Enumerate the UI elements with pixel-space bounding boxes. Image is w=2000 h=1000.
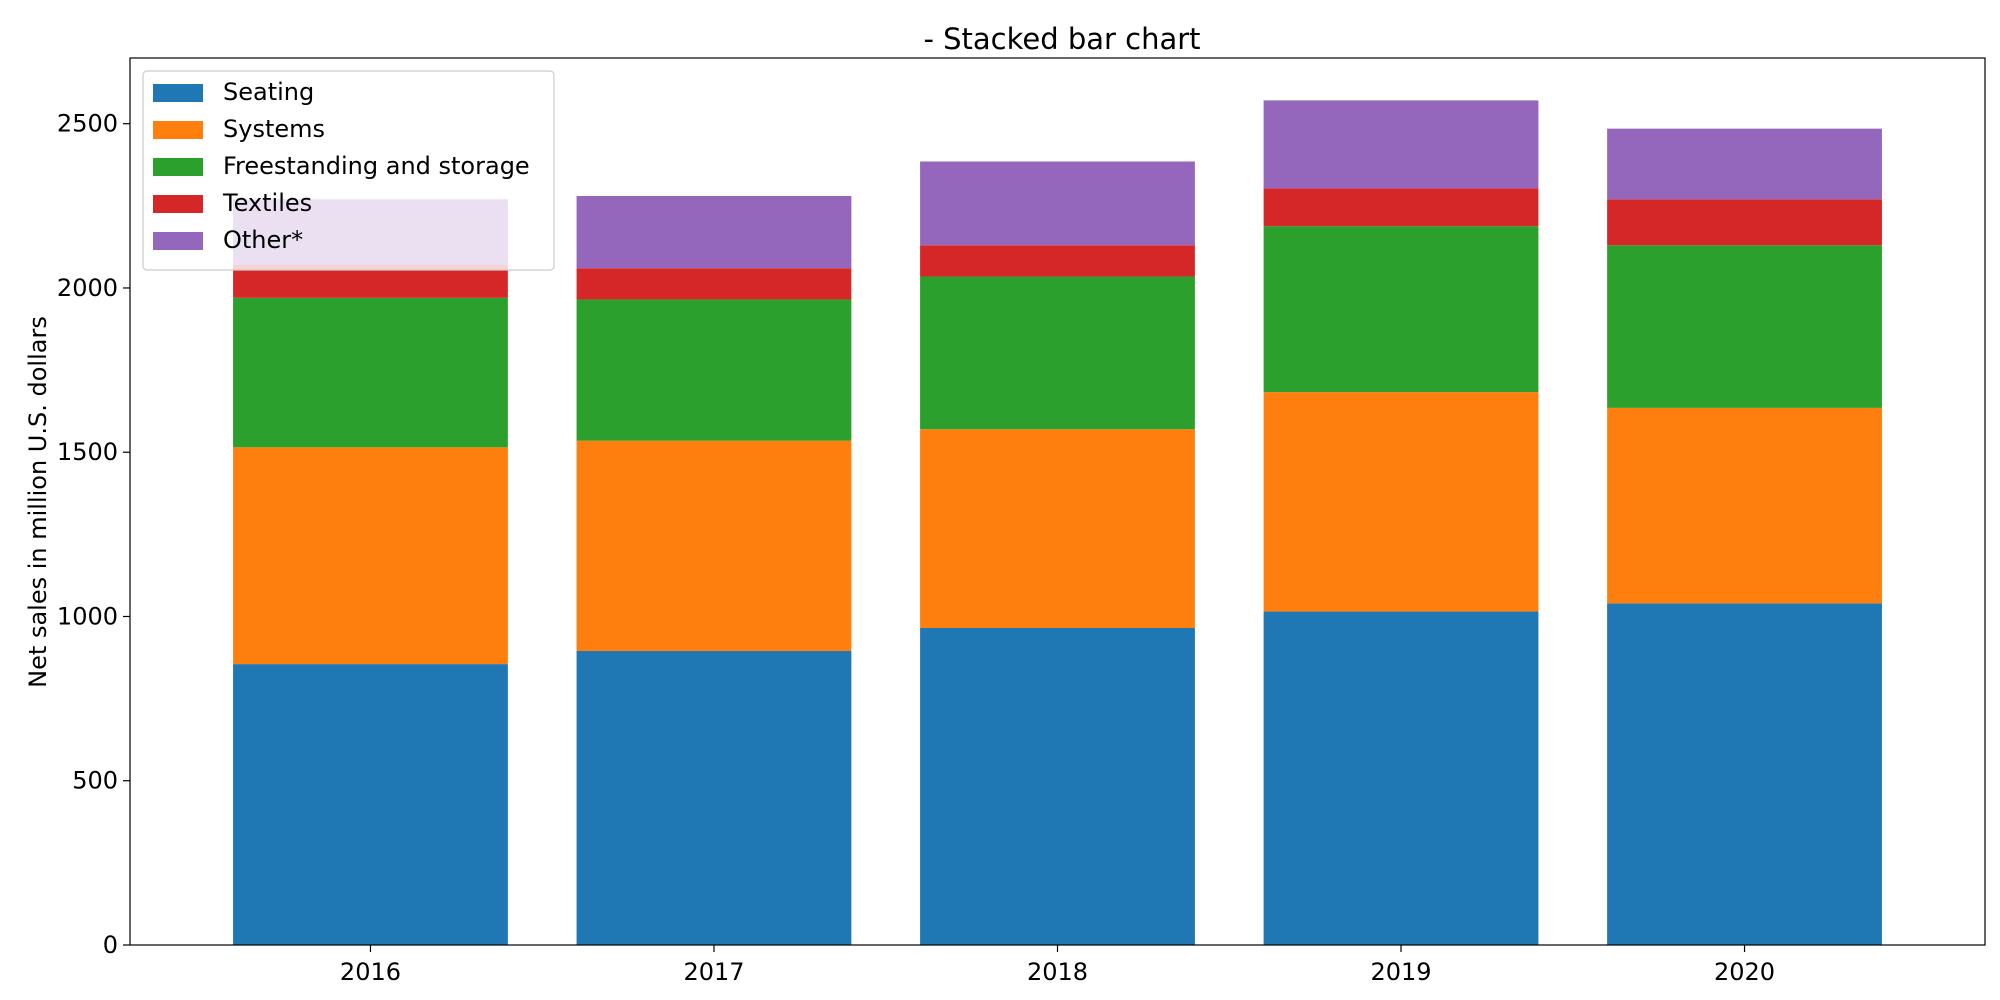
axes-layer: 0 500 1000 1500 2000 2500 2016 2017 2018 2019 2020 [57, 57, 1986, 986]
legend-label: Other* [223, 226, 303, 254]
y-axis-title: Net sales in million U.S. dollars [24, 316, 52, 688]
bar-2019-freestanding-and-storage [1263, 226, 1539, 393]
bar-2018-other [920, 161, 1195, 246]
x-tick-label: 2016 [340, 958, 401, 986]
y-tick-label: 500 [72, 767, 118, 795]
legend-label: Freestanding and storage [223, 152, 530, 180]
bar-2020-systems [1607, 407, 1882, 604]
legend: Seating Systems Freestanding and storage Te… [142, 70, 555, 271]
x-tick-label: 2017 [683, 958, 744, 986]
bar-2018-systems [920, 429, 1195, 628]
legend-swatch [153, 158, 203, 176]
bar-2019-other [1263, 100, 1539, 189]
legend-label: Seating [223, 78, 314, 106]
bar-2019-seating [1263, 611, 1539, 945]
bar-2016-seating [233, 664, 508, 945]
legend-box [142, 70, 555, 271]
legend-label: Textiles [222, 189, 312, 217]
y-tick-label: 2000 [57, 274, 118, 302]
bar-2020-seating [1607, 603, 1882, 945]
bar-2017-systems [576, 440, 852, 651]
bar-2019-systems [1263, 392, 1539, 612]
y-tick-label: 1500 [57, 438, 118, 466]
bar-2016-freestanding-and-storage [233, 297, 508, 448]
y-tick-label: 2500 [57, 110, 118, 138]
bar-2018-textiles [920, 245, 1195, 277]
bar-2018-freestanding-and-storage [920, 276, 1195, 430]
x-tick-label: 2019 [1370, 958, 1431, 986]
y-tick-label: 0 [103, 931, 118, 959]
bar-2020-other [1607, 128, 1882, 200]
legend-swatch [153, 232, 203, 250]
x-tick-label: 2020 [1714, 958, 1775, 986]
bar-2018-seating [920, 627, 1195, 945]
legend-label: Systems [223, 115, 325, 143]
y-tick-label: 1000 [57, 602, 118, 630]
bar-2017-other [576, 195, 852, 269]
legend-swatch [153, 84, 203, 102]
legend-swatch [153, 195, 203, 213]
legend-swatch [153, 121, 203, 139]
bar-2017-freestanding-and-storage [576, 299, 852, 441]
bar-2016-systems [233, 447, 508, 665]
bar-2017-textiles [576, 268, 852, 300]
x-tick-label: 2018 [1027, 958, 1088, 986]
bar-2020-textiles [1607, 199, 1882, 246]
bar-2020-freestanding-and-storage [1607, 245, 1882, 408]
bar-2017-seating [576, 650, 852, 945]
bar-2019-textiles [1263, 188, 1539, 227]
chart-title: - Stacked bar chart [923, 22, 1200, 56]
